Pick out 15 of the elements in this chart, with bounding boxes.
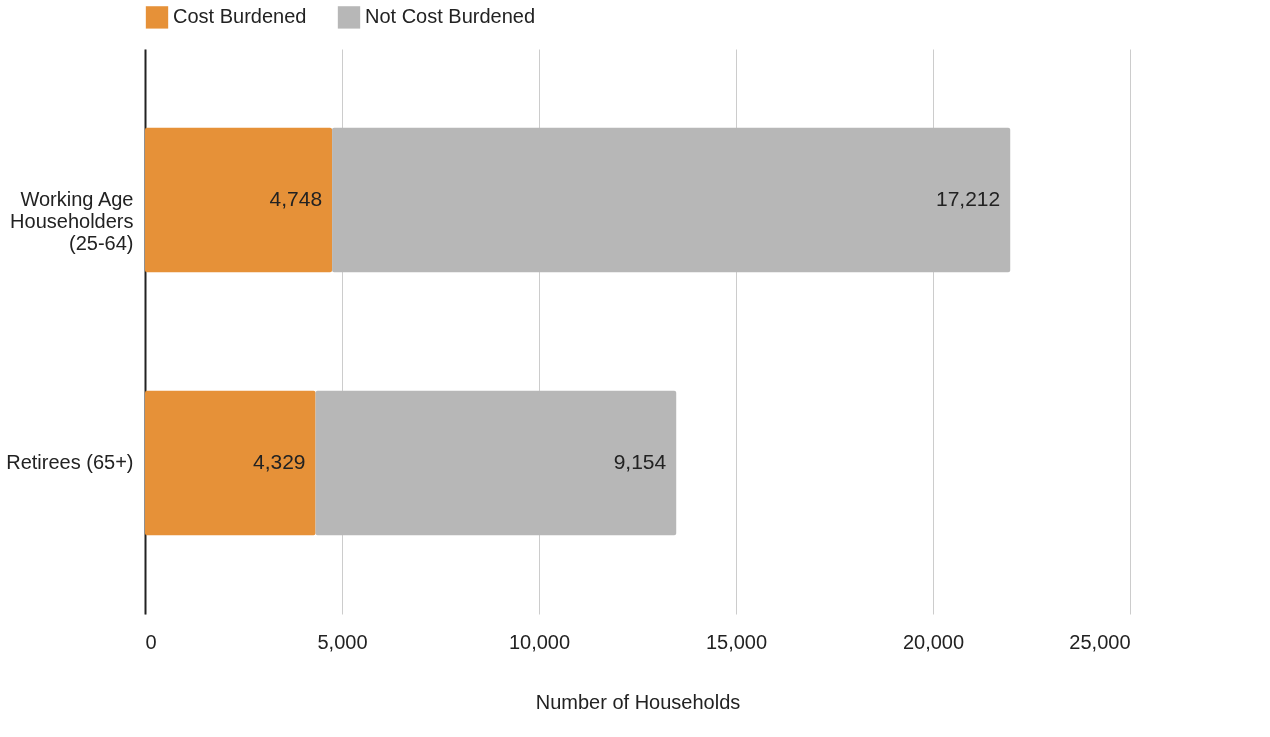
legend-label: Cost Burdened (173, 5, 307, 28)
y-tick-label: Working Age Householders (25-64) (10, 188, 134, 255)
y-tick-label: Retirees (65+) (6, 450, 134, 473)
data-label: 4,329 (253, 449, 306, 473)
x-tick-label: 0 (145, 630, 157, 653)
x-tick-label: 20,000 (902, 630, 965, 653)
legend-label: Not Cost Burdened (365, 5, 536, 28)
data-label: 17,212 (935, 187, 1001, 211)
x-tick-label: 25,000 (1069, 630, 1131, 653)
x-tick-label: 5,000 (317, 630, 368, 653)
data-label: 9,154 (613, 449, 667, 473)
x-tick-label: 10,000 (508, 630, 571, 653)
data-label: 4,748 (269, 187, 323, 211)
x-tick-label: 15,000 (705, 630, 768, 653)
x-axis-title: Number of Households (535, 690, 741, 713)
